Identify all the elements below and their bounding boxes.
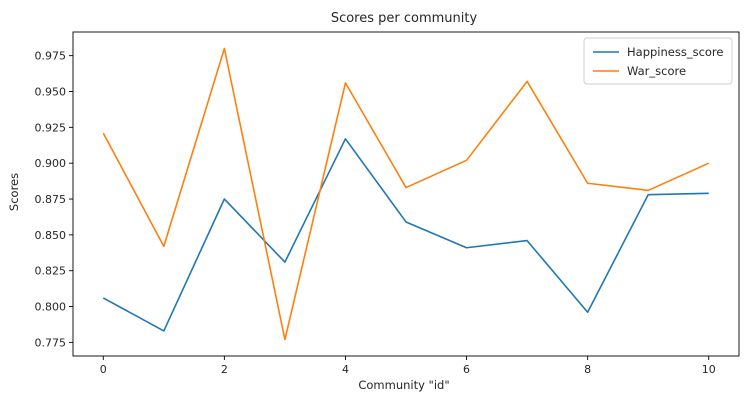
- x-tick-label: 8: [584, 363, 591, 376]
- plot-frame: [72, 31, 740, 357]
- y-tick-label: 0.775: [35, 336, 67, 349]
- series-line-happiness-score: [102, 138, 709, 332]
- y-axis-label: Scores: [7, 173, 21, 211]
- y-tick-label: 0.875: [35, 193, 67, 206]
- x-tick-label: 2: [221, 363, 228, 376]
- legend-box: [583, 37, 733, 85]
- x-tick-label: 6: [463, 363, 470, 376]
- y-tick-label: 0.900: [35, 157, 67, 170]
- legend-label: Happiness_score: [627, 45, 724, 59]
- y-tick-label: 0.950: [35, 85, 67, 98]
- chart-title: Scores per community: [331, 11, 478, 26]
- x-axis-label: Community "id": [358, 378, 449, 392]
- x-tick-label: 0: [100, 363, 107, 376]
- x-tick-label: 4: [342, 363, 349, 376]
- x-tick-label: 10: [702, 363, 716, 376]
- y-tick-label: 0.850: [35, 229, 67, 242]
- series-line-war-score: [102, 47, 710, 341]
- legend-label: War_score: [627, 64, 686, 78]
- y-tick-label: 0.925: [35, 121, 67, 134]
- y-tick-label: 0.825: [35, 265, 67, 278]
- y-tick-label: 0.975: [35, 50, 67, 63]
- y-tick-label: 0.800: [35, 301, 67, 314]
